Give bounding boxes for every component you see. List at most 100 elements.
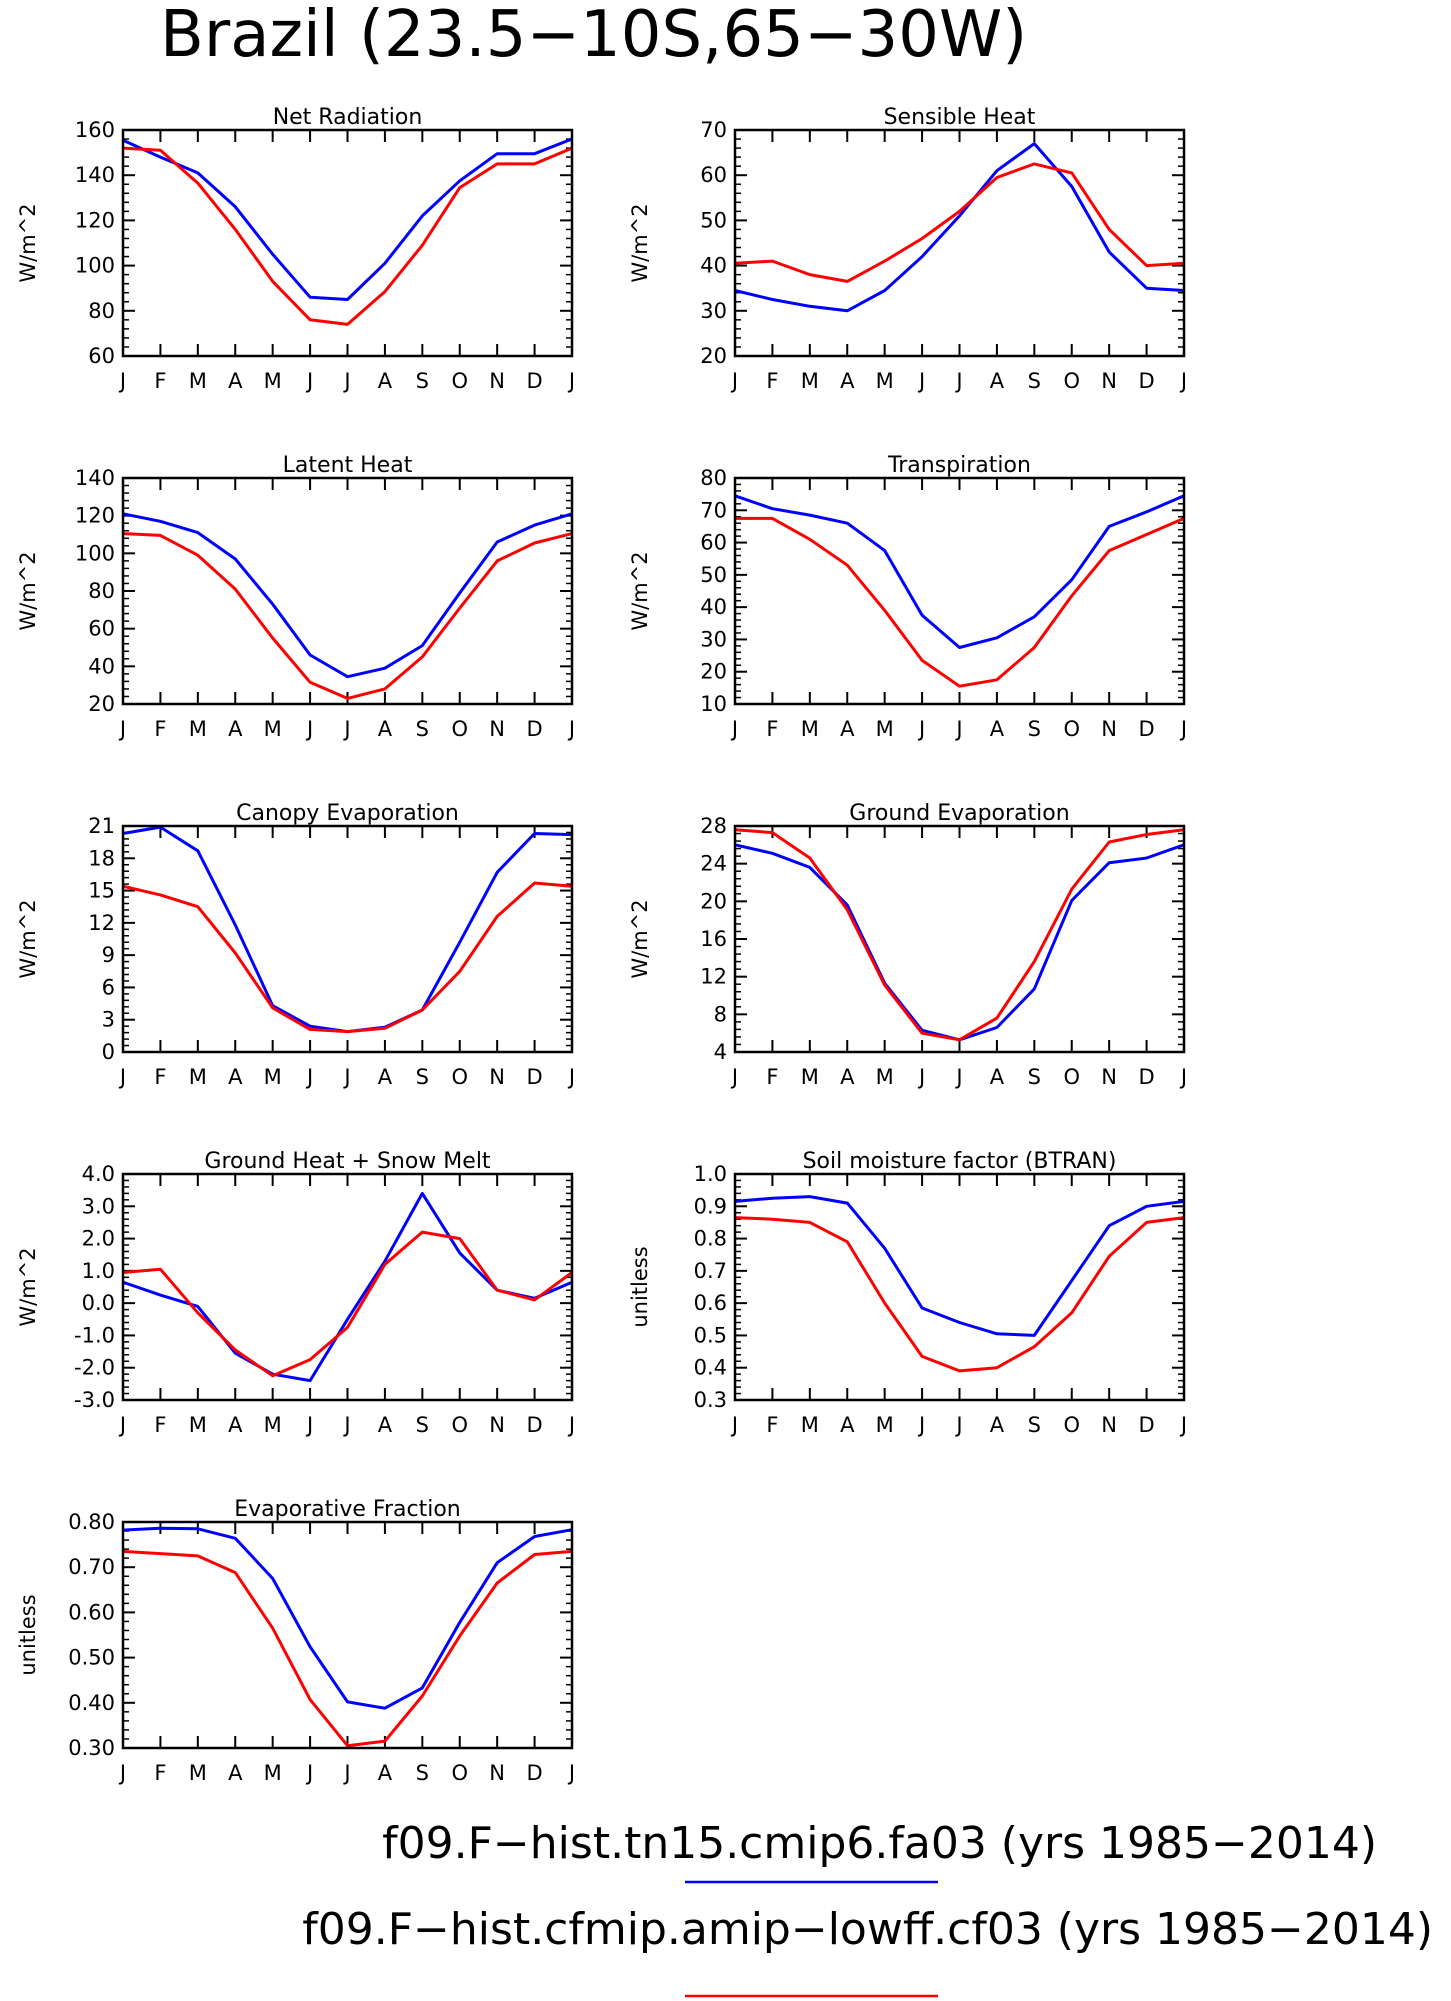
panel-title: Transpiration xyxy=(887,453,1031,478)
x-tick-label: J xyxy=(954,1413,962,1437)
x-tick-label: M xyxy=(801,369,819,393)
y-tick-label: 30 xyxy=(700,627,727,651)
x-tick-label: M xyxy=(189,1413,207,1437)
y-tick-label: 70 xyxy=(700,118,727,142)
y-axis-label: W/m^2 xyxy=(16,203,40,282)
x-tick-label: D xyxy=(1138,369,1154,393)
panel-title: Ground Heat + Snow Melt xyxy=(204,1149,491,1174)
x-tick-label: O xyxy=(1063,717,1080,741)
x-tick-label: J xyxy=(305,717,313,741)
y-tick-label: 0.7 xyxy=(694,1259,727,1283)
x-tick-label: J xyxy=(342,1761,350,1785)
y-tick-label: 2.0 xyxy=(82,1227,115,1251)
x-tick-label: N xyxy=(489,1761,505,1785)
y-axis-label: unitless xyxy=(628,1246,652,1327)
x-tick-label: J xyxy=(1179,1413,1187,1437)
x-tick-label: F xyxy=(766,717,778,741)
x-tick-label: S xyxy=(416,1065,429,1089)
y-tick-label: 60 xyxy=(700,531,727,555)
y-tick-label: 28 xyxy=(700,814,727,838)
x-tick-label: D xyxy=(526,717,542,741)
x-tick-label: J xyxy=(1179,1065,1187,1089)
plot-frame xyxy=(121,1172,574,1402)
plot-frame xyxy=(733,1172,1186,1402)
x-tick-label: A xyxy=(228,1413,243,1437)
y-tick-label: 80 xyxy=(88,579,115,603)
x-tick-label: J xyxy=(567,1761,575,1785)
y-tick-label: 3 xyxy=(102,1008,115,1032)
series-line-1 xyxy=(734,494,1185,649)
x-tick-label: F xyxy=(766,1413,778,1437)
x-tick-label: O xyxy=(1063,369,1080,393)
series-line-2 xyxy=(122,1549,573,1748)
x-tick-label: J xyxy=(954,1065,962,1089)
x-tick-label: D xyxy=(1138,1065,1154,1089)
x-tick-label: J xyxy=(305,369,313,393)
y-tick-label: 12 xyxy=(700,965,727,989)
x-tick-label: N xyxy=(1101,369,1117,393)
y-tick-label: 4.0 xyxy=(82,1162,115,1186)
x-tick-label: D xyxy=(1138,717,1154,741)
y-tick-label: 0.5 xyxy=(694,1323,727,1347)
x-tick-label: A xyxy=(990,1413,1005,1437)
y-tick-label: -2.0 xyxy=(74,1356,115,1380)
y-tick-label: 10 xyxy=(700,692,727,716)
panel-title: Evaporative Fraction xyxy=(234,1497,460,1522)
plot-frame xyxy=(121,476,574,706)
x-tick-label: O xyxy=(451,717,468,741)
y-tick-label: 0 xyxy=(102,1040,115,1064)
series-line-1 xyxy=(122,137,573,301)
x-tick-label: M xyxy=(264,1065,282,1089)
x-tick-label: A xyxy=(840,1065,855,1089)
x-tick-label: M xyxy=(876,1065,894,1089)
x-tick-label: J xyxy=(730,717,738,741)
legend-label-2: f09.F−hist.cfmip.amip−lowff.cf03 (yrs 19… xyxy=(302,1904,1433,1955)
y-axis-label: W/m^2 xyxy=(16,1247,40,1326)
x-tick-label: N xyxy=(489,1413,505,1437)
y-axis-label: W/m^2 xyxy=(628,899,652,978)
plot-frame xyxy=(121,1520,574,1750)
y-tick-label: 8 xyxy=(714,1002,727,1026)
x-tick-label: N xyxy=(489,1065,505,1089)
x-tick-label: A xyxy=(228,717,243,741)
x-tick-label: J xyxy=(342,1065,350,1089)
panel-title: Latent Heat xyxy=(283,453,413,478)
x-tick-label: N xyxy=(1101,1065,1117,1089)
y-tick-label: 15 xyxy=(88,879,115,903)
x-tick-label: J xyxy=(342,369,350,393)
y-tick-label: 20 xyxy=(88,692,115,716)
x-tick-label: M xyxy=(189,1065,207,1089)
x-tick-label: A xyxy=(990,1065,1005,1089)
series-line-2 xyxy=(122,1230,573,1378)
x-tick-label: J xyxy=(305,1413,313,1437)
plot-frame xyxy=(733,824,1186,1054)
x-tick-label: M xyxy=(801,1065,819,1089)
x-tick-label: A xyxy=(840,1413,855,1437)
x-tick-label: J xyxy=(730,1413,738,1437)
y-tick-label: 0.4 xyxy=(694,1356,727,1380)
y-tick-label: 40 xyxy=(700,595,727,619)
x-tick-label: J xyxy=(118,1413,126,1437)
panel-title: Net Radiation xyxy=(273,105,423,130)
x-tick-label: M xyxy=(876,1413,894,1437)
x-tick-label: A xyxy=(840,369,855,393)
series-line-1 xyxy=(734,142,1185,313)
plot-frame xyxy=(121,824,574,1054)
x-tick-label: J xyxy=(118,717,126,741)
x-tick-label: O xyxy=(451,1065,468,1089)
panel-8: Soil moisture factor (BTRAN) unitless 0.3 0… xyxy=(628,1149,1187,1437)
x-tick-label: J xyxy=(305,1761,313,1785)
x-tick-label: J xyxy=(567,369,575,393)
y-tick-label: 100 xyxy=(75,254,115,278)
x-tick-label: M xyxy=(876,369,894,393)
plot-frame xyxy=(733,476,1186,706)
series-line-1 xyxy=(122,1191,573,1383)
x-tick-label: S xyxy=(416,717,429,741)
x-tick-label: J xyxy=(917,1065,925,1089)
